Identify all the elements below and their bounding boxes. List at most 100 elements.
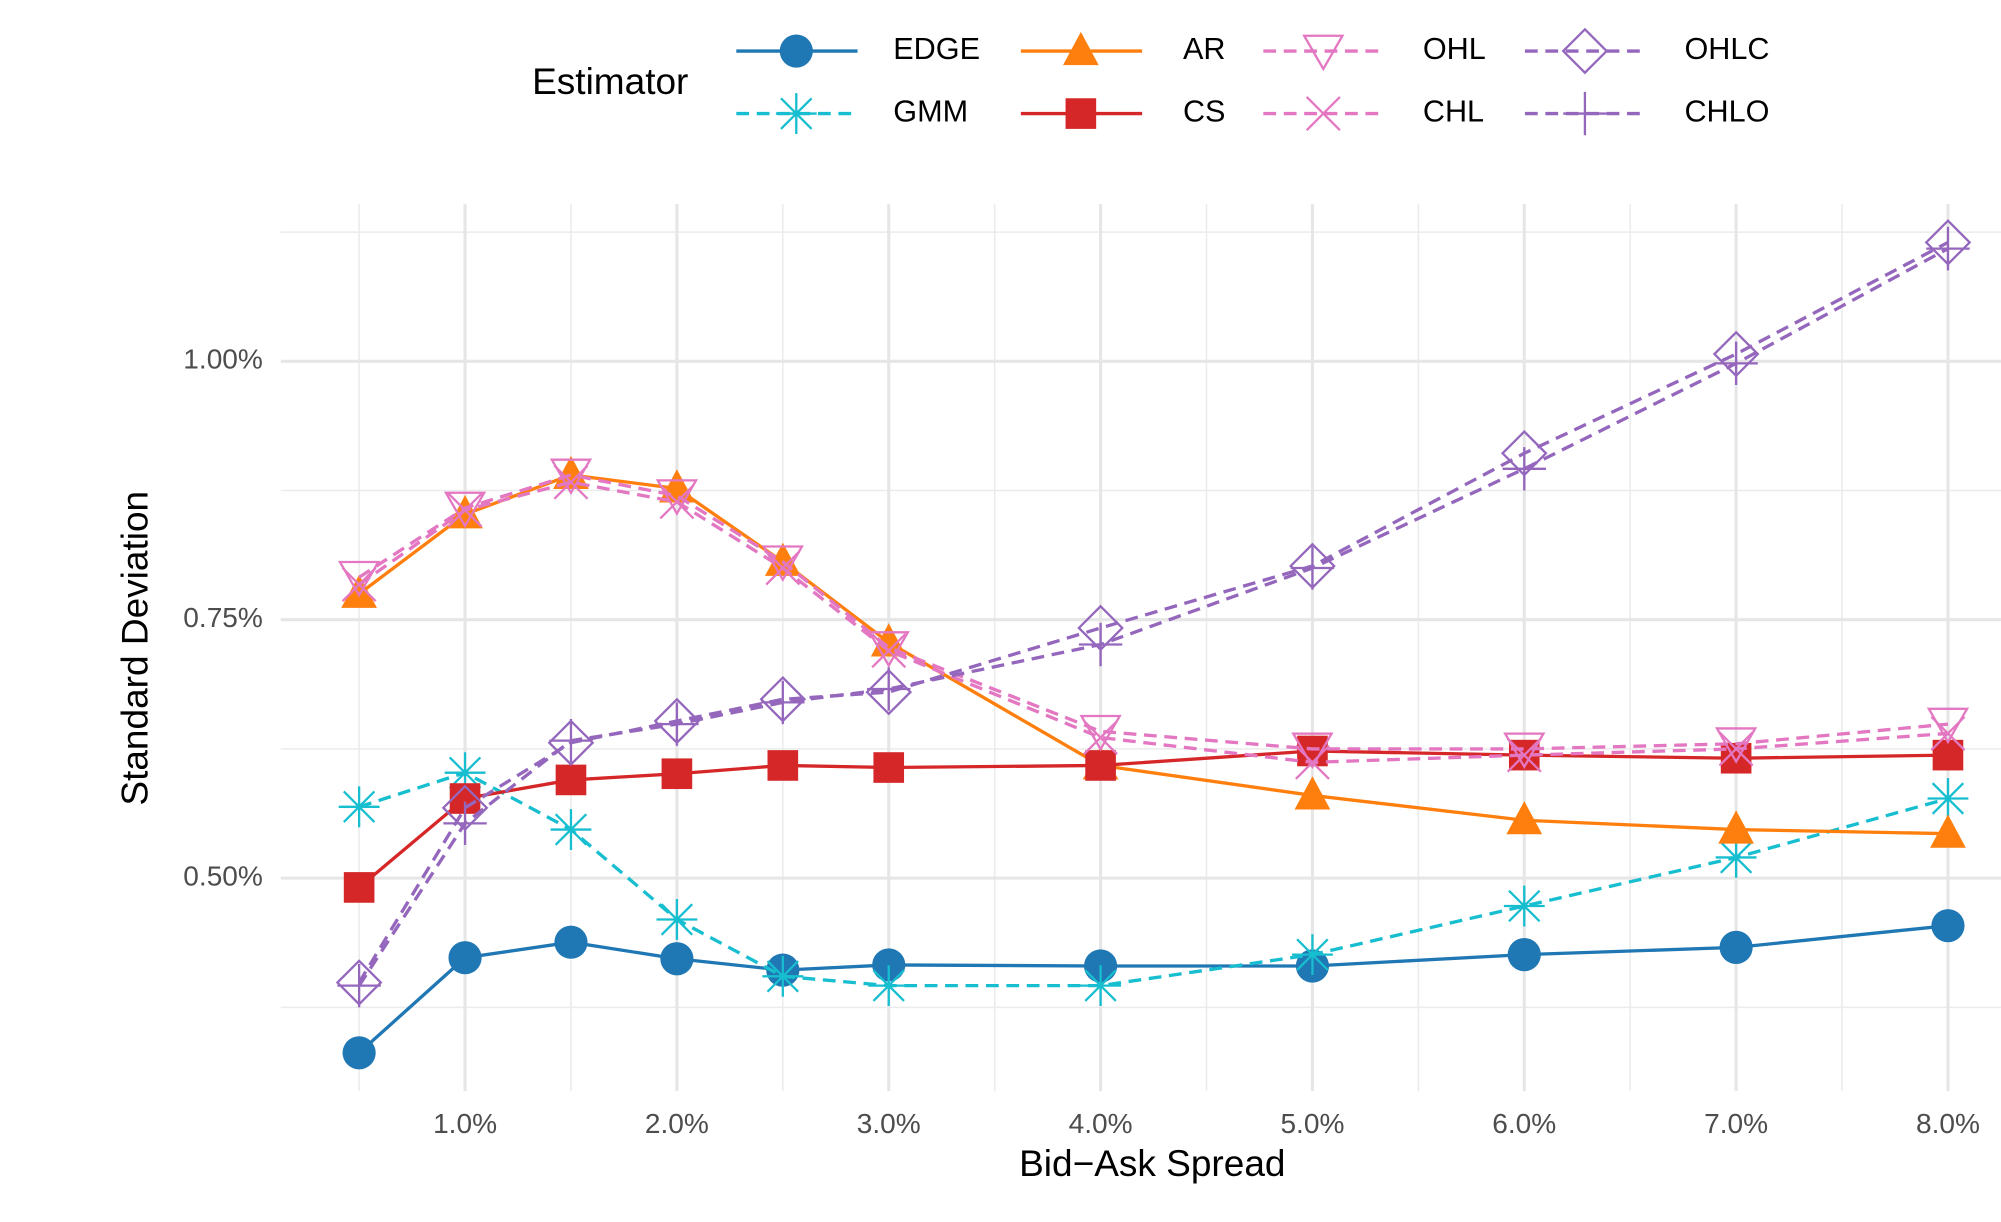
data-point (1715, 837, 1757, 878)
legend-marker (775, 93, 817, 134)
data-point (443, 801, 487, 846)
data-point (655, 702, 699, 746)
data-point (1930, 716, 1966, 751)
legend-marker (1561, 27, 1609, 75)
legend-title: Estimator (532, 61, 688, 102)
data-point (443, 491, 487, 529)
data-point (444, 752, 486, 794)
data-point (1719, 930, 1753, 964)
series-line (358, 924, 1949, 1055)
data-point (549, 458, 593, 496)
data-point (1507, 938, 1541, 972)
legend-label: CS (1183, 95, 1226, 129)
legend-item: OHL (1263, 32, 1486, 72)
data-point (660, 942, 694, 976)
legend-item: CHL (1263, 95, 1484, 131)
data-point (661, 758, 693, 790)
x-tick-label: 4.0% (1069, 1108, 1133, 1139)
data-point (761, 680, 805, 725)
data-point (871, 633, 907, 669)
data-point (1085, 750, 1116, 781)
data-point (872, 948, 906, 982)
data-point (1078, 622, 1123, 667)
data-point (1295, 744, 1330, 780)
data-point (1290, 546, 1335, 590)
data-point (338, 786, 380, 828)
data-point (547, 719, 595, 767)
plot-root: Bid−Ask Spread Standard Deviation Estima… (115, 27, 2001, 1184)
legend-label: OHL (1423, 32, 1486, 66)
data-point (343, 872, 375, 903)
legend-marker (1065, 98, 1097, 129)
series-line (358, 473, 1949, 751)
data-point (1718, 810, 1754, 844)
legend-label: GMM (893, 95, 968, 129)
data-point (867, 631, 910, 668)
series-line (357, 240, 1949, 984)
data-point (1506, 737, 1542, 773)
legend-label: CHL (1423, 95, 1484, 129)
series-line (357, 247, 1949, 987)
data-point (341, 567, 377, 602)
data-point (553, 464, 589, 500)
y-axis-label: Standard Deviation (115, 491, 156, 806)
data-point (762, 955, 804, 997)
data-point (1718, 731, 1754, 767)
y-tick-label: 1.00% (183, 344, 263, 375)
data-point (1503, 732, 1546, 770)
data-point (447, 492, 483, 528)
y-tick-label: 0.50% (183, 861, 263, 892)
legend-item: CHLO (1524, 91, 1769, 136)
legend-marker (1563, 91, 1607, 136)
data-point (1926, 226, 1970, 271)
x-axis-label: Bid−Ask Spread (1019, 1143, 1285, 1184)
data-point (341, 574, 377, 608)
legend-marker (779, 34, 813, 68)
legend-label: OHLC (1684, 32, 1769, 66)
data-point (868, 965, 910, 1007)
data-point (1506, 801, 1543, 835)
data-point (448, 941, 482, 975)
legend-item: CS (1020, 95, 1226, 129)
legend-item: EDGE (736, 32, 980, 68)
data-point (554, 925, 588, 959)
x-tick-label: 1.0% (433, 1108, 497, 1139)
data-point (1080, 965, 1122, 1007)
data-point (549, 718, 593, 763)
data-point (550, 809, 592, 850)
data-point (1930, 814, 1966, 848)
x-tick-label: 8.0% (1916, 1108, 1980, 1139)
legend-label: CHLO (1684, 95, 1769, 129)
data-point (656, 899, 698, 940)
data-point (1294, 776, 1331, 810)
data-point (1503, 885, 1545, 927)
data-point (1714, 341, 1758, 386)
data-point (1083, 720, 1118, 755)
data-point (553, 455, 589, 490)
x-tick-label: 6.0% (1492, 1108, 1556, 1139)
legend-item: OHLC (1524, 27, 1769, 75)
data-point (1931, 909, 1965, 943)
y-tick-label: 0.75% (183, 602, 263, 633)
legend-marker (1062, 31, 1099, 66)
data-point (765, 550, 801, 586)
data-point (873, 752, 905, 783)
data-point (767, 750, 799, 781)
legend-marker (1302, 34, 1345, 72)
data-point (867, 667, 911, 711)
data-point (1714, 727, 1758, 764)
data-point (337, 963, 381, 1008)
data-point (659, 484, 695, 520)
data-point (1291, 732, 1334, 770)
data-point (555, 764, 587, 796)
x-tick-label: 5.0% (1280, 1108, 1344, 1139)
legend-marker (1305, 96, 1341, 131)
x-tick-label: 3.0% (857, 1108, 921, 1139)
x-tick-label: 2.0% (645, 1108, 709, 1139)
legend-label: EDGE (893, 32, 980, 66)
data-point (342, 1036, 376, 1070)
data-point (1927, 778, 1969, 819)
legend-item: GMM (736, 93, 968, 134)
x-tick-label: 7.0% (1704, 1108, 1768, 1139)
